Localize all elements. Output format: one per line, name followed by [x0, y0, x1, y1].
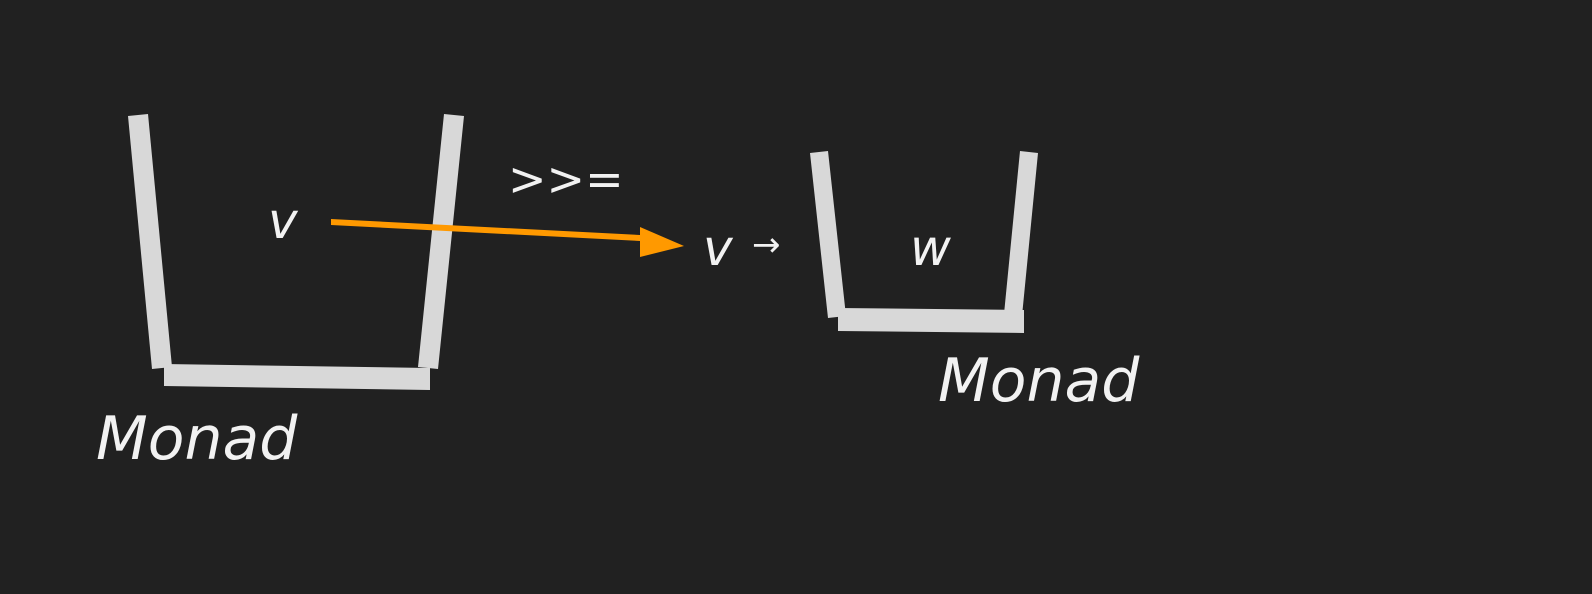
function-param: v	[703, 219, 734, 277]
left-monad-value: v	[268, 192, 299, 250]
right-monad-base	[838, 308, 1024, 333]
right-monad-value: w	[910, 219, 951, 277]
right-monad-container	[810, 151, 1038, 333]
right-monad-left-wall	[810, 151, 846, 318]
left-monad-container	[128, 114, 464, 390]
bind-arrow-shaft	[331, 219, 640, 241]
left-monad-base	[164, 364, 430, 390]
left-monad-caption: Monad	[96, 404, 298, 474]
function-arrow: →	[752, 225, 781, 265]
right-monad-right-wall	[1004, 151, 1038, 316]
left-monad-right-wall	[418, 114, 464, 369]
bind-arrow	[331, 219, 684, 257]
bind-operator-label: >>=	[508, 152, 624, 206]
right-monad-caption: Monad	[938, 346, 1140, 416]
left-monad-left-wall	[128, 114, 172, 369]
bind-arrow-head	[640, 227, 684, 257]
